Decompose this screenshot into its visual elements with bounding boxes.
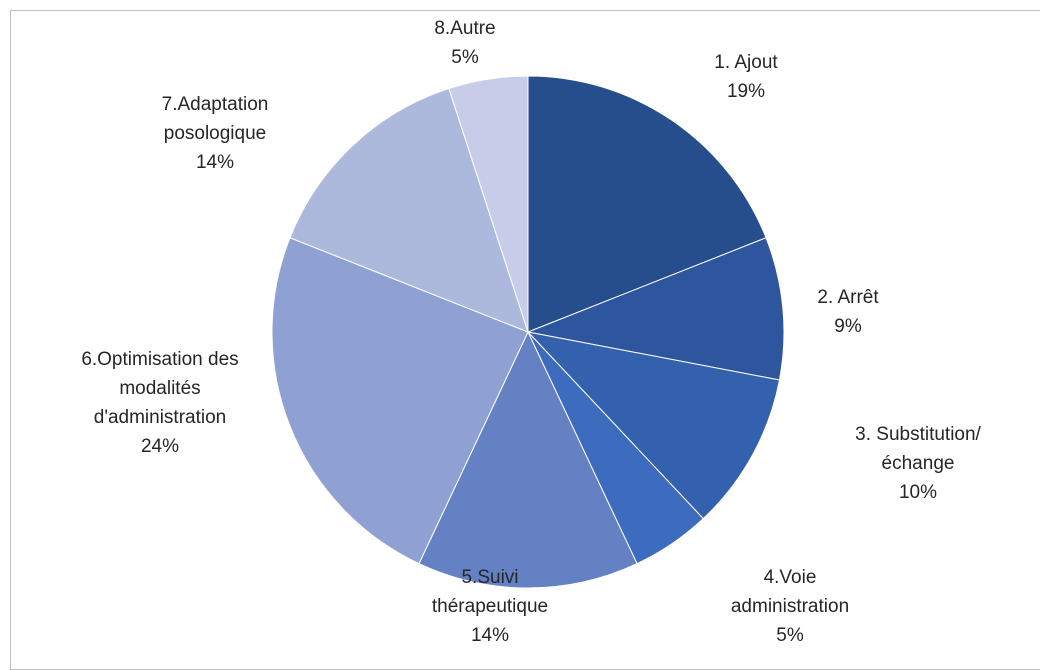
- slice-label: 7.Adaptation posologique 14%: [130, 90, 300, 177]
- slice-label: 4.Voie administration 5%: [715, 563, 865, 650]
- category-label: 5.Suivi thérapeutique: [431, 567, 549, 617]
- category-label: 1. Ajout: [714, 52, 778, 73]
- value-label: 5%: [451, 47, 479, 68]
- value-label: 10%: [898, 482, 938, 503]
- pie-slice: [526, 331, 781, 520]
- category-label: 4.Voie administration: [730, 567, 850, 617]
- slice-label: 6.Optimisation des modalités d'administr…: [60, 345, 260, 461]
- pie-slice: [448, 75, 529, 333]
- slice-label: 1. Ajout 19%: [666, 48, 826, 106]
- slice-label: 8.Autre 5%: [415, 14, 515, 72]
- category-label: 8.Autre: [434, 18, 496, 39]
- slice-label: 2. Arrêt 9%: [788, 283, 908, 341]
- category-label: 2. Arrêt: [817, 287, 879, 308]
- slice-label: 3. Substitution/échange 10%: [842, 420, 994, 507]
- pie-slice: [526, 237, 785, 381]
- value-label: 14%: [470, 625, 510, 646]
- category-label: 6.Optimisation des modalités d'administr…: [81, 349, 239, 428]
- value-label: 19%: [726, 81, 766, 102]
- pie-slice: [527, 75, 767, 333]
- value-label: 5%: [776, 625, 804, 646]
- pie-slice: [418, 330, 638, 589]
- slice-label: 5.Suivi thérapeutique 14%: [415, 563, 565, 650]
- pie-slice: [271, 237, 529, 565]
- value-label: 24%: [140, 436, 180, 457]
- value-label: 14%: [195, 152, 235, 173]
- category-label: 3. Substitution/échange: [855, 424, 981, 474]
- value-label: 9%: [834, 316, 862, 337]
- category-label: 7.Adaptation posologique: [161, 94, 269, 144]
